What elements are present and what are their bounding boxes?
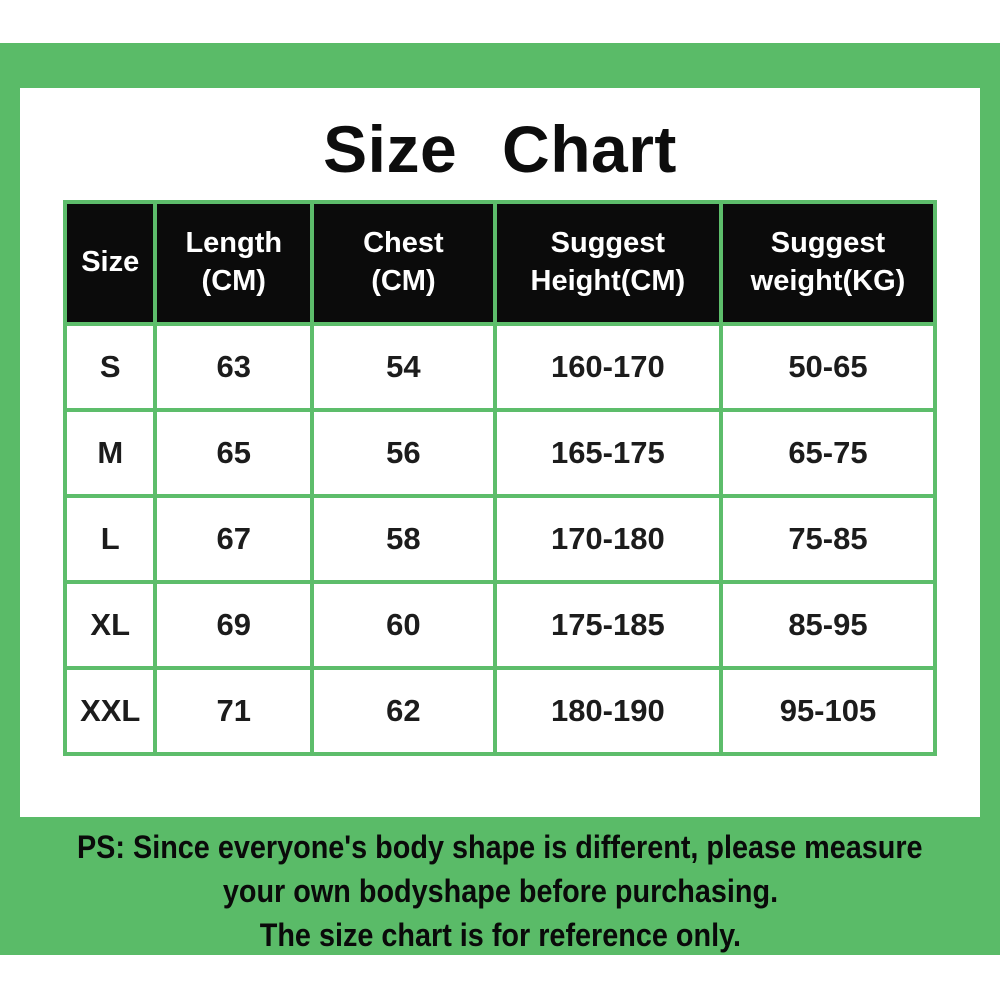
header-line: Chest bbox=[363, 227, 444, 260]
reference-note: PS: Since everyone's body shape is diffe… bbox=[0, 825, 1000, 957]
page-title: Size Chart bbox=[323, 112, 677, 186]
weight-cell: 85-95 bbox=[718, 580, 938, 670]
column-header-suggest-weight: Suggest weight(KG) bbox=[718, 200, 938, 326]
size-cell: S bbox=[62, 322, 158, 412]
height-cell: 175-185 bbox=[492, 580, 723, 670]
height-cell: 160-170 bbox=[492, 322, 723, 412]
height-cell: 180-190 bbox=[492, 666, 723, 756]
table-row-xxl: XXL 71 62 180-190 95-105 bbox=[62, 666, 938, 756]
header-line: Length bbox=[185, 227, 283, 260]
green-background: Size Chart Size Length (CM) bbox=[0, 43, 1000, 955]
chest-cell: 54 bbox=[310, 322, 497, 412]
header-line: Suggest bbox=[550, 227, 666, 260]
weight-cell: 75-85 bbox=[718, 494, 938, 584]
chest-cell: 58 bbox=[310, 494, 497, 584]
height-cell: 165-175 bbox=[492, 408, 723, 498]
weight-cell: 95-105 bbox=[718, 666, 938, 756]
size-cell: L bbox=[62, 494, 158, 584]
content-panel: Size Chart Size Length (CM) bbox=[20, 88, 980, 817]
size-cell: XXL bbox=[62, 666, 158, 756]
note-line: your own bodyshape before purchasing. bbox=[222, 873, 778, 909]
length-cell: 63 bbox=[153, 322, 315, 412]
weight-cell: 65-75 bbox=[718, 408, 938, 498]
size-cell: XL bbox=[62, 580, 158, 670]
table-row-m: M 65 56 165-175 65-75 bbox=[62, 408, 938, 498]
header-line: (CM) bbox=[371, 265, 436, 297]
size-cell: M bbox=[62, 408, 158, 498]
length-cell: 69 bbox=[153, 580, 315, 670]
length-cell: 71 bbox=[153, 666, 315, 756]
chest-cell: 62 bbox=[310, 666, 497, 756]
header-line: Height(CM) bbox=[530, 265, 686, 297]
note-line: PS: Since everyone's body shape is diffe… bbox=[77, 829, 923, 865]
header-row: Size Length (CM) Chest (CM) Suggest Heig… bbox=[62, 200, 938, 326]
table-row-l: L 67 58 170-180 75-85 bbox=[62, 494, 938, 584]
header-line: (CM) bbox=[201, 265, 266, 297]
chest-cell: 60 bbox=[310, 580, 497, 670]
header-line: weight(KG) bbox=[750, 265, 906, 297]
header-line: Suggest bbox=[770, 227, 886, 260]
height-cell: 170-180 bbox=[492, 494, 723, 584]
size-table: Size Length (CM) Chest (CM) Suggest Heig… bbox=[62, 200, 938, 756]
column-header-size: Size bbox=[62, 200, 158, 326]
column-header-chest: Chest (CM) bbox=[310, 200, 497, 326]
column-header-suggest-height: Suggest Height(CM) bbox=[492, 200, 723, 326]
length-cell: 67 bbox=[153, 494, 315, 584]
table-row-s: S 63 54 160-170 50-65 bbox=[62, 322, 938, 412]
chest-cell: 56 bbox=[310, 408, 497, 498]
column-header-length: Length (CM) bbox=[153, 200, 315, 326]
table-row-xl: XL 69 60 175-185 85-95 bbox=[62, 580, 938, 670]
header-line: Size bbox=[81, 246, 140, 279]
weight-cell: 50-65 bbox=[718, 322, 938, 412]
note-line: The size chart is for reference only. bbox=[259, 917, 741, 953]
length-cell: 65 bbox=[153, 408, 315, 498]
